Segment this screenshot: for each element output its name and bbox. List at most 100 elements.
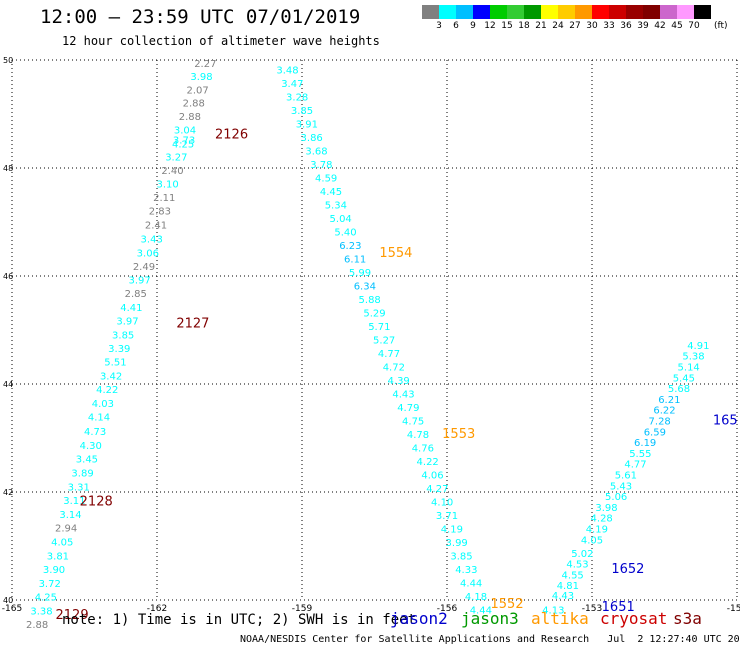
legend-swatch: [439, 5, 456, 19]
swh-value-label: 4.13: [542, 606, 564, 617]
swh-value-label: 4.33: [455, 565, 477, 576]
swh-value-label: 4.53: [566, 560, 588, 571]
swh-value-label: 3.85: [112, 331, 134, 342]
swh-value-label: 4.81: [557, 581, 579, 592]
pass-number-label: 1552: [491, 597, 524, 612]
swh-value-label: 4.77: [624, 460, 646, 471]
swh-value-label: 2.88: [183, 98, 205, 109]
x-tick-label: -162: [147, 604, 167, 614]
x-tick-label: -156: [437, 604, 458, 614]
page-subtitle: 12 hour collection of altimeter wave hei…: [62, 34, 380, 48]
swh-value-label: 3.04: [174, 125, 196, 136]
swh-value-label: 4.22: [417, 457, 439, 468]
legend-swatch: [490, 5, 507, 19]
y-tick-label: 42: [3, 488, 13, 497]
swh-value-label: 6.19: [634, 438, 656, 449]
swh-value-label: 4.55: [562, 570, 584, 581]
swh-value-label: 3.38: [30, 607, 52, 618]
pass-number-label: 2129: [56, 608, 89, 623]
legend-swatch: [694, 5, 711, 19]
swh-value-label: 4.43: [552, 591, 574, 602]
pass-number-label: 1553: [442, 427, 475, 442]
swh-value-label: 5.88: [359, 295, 381, 306]
swh-value-label: 5.99: [349, 268, 371, 279]
satellite-altika: altika: [531, 609, 589, 628]
swh-value-label: 4.28: [591, 514, 613, 525]
swh-value-label: 3.71: [436, 511, 458, 522]
swh-value-label: 5.55: [629, 449, 651, 460]
swh-value-label: 3.31: [68, 482, 90, 493]
swh-value-label: 3.10: [157, 179, 179, 190]
swh-value-label: 4.03: [92, 399, 114, 410]
swh-value-label: 6.23: [339, 241, 361, 252]
swh-value-label: 6.21: [658, 395, 680, 406]
swh-value-label: 4.10: [431, 498, 453, 509]
swh-value-label: 4.19: [441, 525, 463, 536]
swh-value-label: 5.45: [673, 373, 695, 384]
page-title: 12:00 – 23:59 UTC 07/01/2019: [40, 6, 361, 28]
swh-value-label: 2.94: [55, 523, 77, 534]
swh-value-label: 4.59: [315, 174, 337, 185]
swh-value-label: 3.97: [116, 317, 138, 328]
swh-value-label: 2.27: [194, 59, 216, 70]
pass-number-label: 1554: [379, 246, 412, 261]
swh-value-label: 4.76: [412, 444, 434, 455]
legend-swatch: [473, 5, 490, 19]
swh-value-label: 4.05: [581, 535, 603, 546]
swh-value-label: 4.41: [120, 303, 142, 314]
pass-number-label: 2126: [215, 127, 248, 142]
pass-number-label: 2128: [80, 495, 113, 510]
swh-value-label: 4.19: [586, 525, 608, 536]
swh-value-label: 6.22: [653, 406, 675, 417]
swh-value-label: 2.40: [161, 166, 183, 177]
swh-value-label: 6.59: [644, 427, 666, 438]
swh-value-label: 5.04: [330, 214, 352, 225]
legend-swatch: [592, 5, 609, 19]
legend-label: 3: [436, 21, 442, 31]
pass-number-label: 165: [713, 414, 738, 429]
legend-swatch: [524, 5, 541, 19]
swh-value-label: 5.68: [668, 384, 690, 395]
pass-number-label: 1651: [602, 600, 635, 615]
swh-value-label: 5.27: [373, 336, 395, 347]
y-tick-label: 46: [3, 272, 13, 281]
swh-value-label: 3.90: [43, 565, 65, 576]
swh-value-label: 4.27: [426, 484, 448, 495]
swh-value-label: 3.47: [281, 79, 303, 90]
swh-value-label: 4.44: [460, 579, 482, 590]
legend-label: 15: [501, 21, 513, 31]
swh-value-label: 4.18: [465, 592, 487, 603]
pass-number-label: 2127: [176, 316, 209, 331]
x-tick-label: -165: [2, 604, 22, 614]
legend-swatch: [422, 5, 439, 19]
swh-value-label: 4.25: [172, 139, 194, 150]
legend-label: 45: [671, 21, 683, 31]
swh-value-label: 4.30: [80, 441, 102, 452]
swh-value-label: 2.49: [133, 262, 155, 273]
swh-value-label: 3.28: [286, 93, 308, 104]
swh-value-label: 5.71: [368, 322, 390, 333]
swh-value-label: 3.99: [446, 538, 468, 549]
swh-value-label: 4.14: [88, 413, 110, 424]
swh-value-label: 3.73: [173, 136, 195, 147]
legend-label: 33: [603, 21, 615, 31]
color-legend: [422, 5, 711, 19]
swh-value-label: 4.22: [96, 385, 118, 396]
footer-note: note: 1) Time is in UTC; 2) SWH is in fe…: [62, 612, 417, 628]
swh-value-label: 5.02: [571, 549, 593, 560]
legend-label: 9: [470, 21, 476, 31]
legend-label: 6: [453, 21, 459, 31]
y-tick-label: 40: [3, 596, 13, 605]
swh-value-label: 5.34: [325, 201, 347, 212]
swh-value-label: 3.78: [310, 160, 332, 171]
swh-value-label: 3.98: [595, 503, 617, 514]
legend-swatch: [575, 5, 592, 19]
swh-value-label: 3.68: [305, 147, 327, 158]
swh-value-label: 3.86: [301, 133, 323, 144]
swh-value-label: 5.43: [610, 481, 632, 492]
swh-value-label: 3.81: [47, 552, 69, 563]
legend-label: 12: [484, 21, 496, 31]
legend-label: 36: [620, 21, 632, 31]
x-tick-label: -153: [582, 604, 602, 614]
